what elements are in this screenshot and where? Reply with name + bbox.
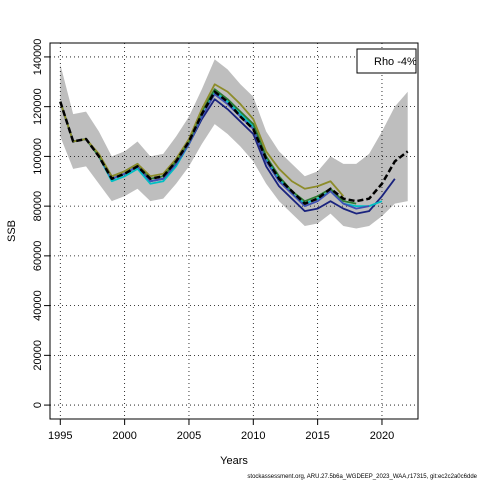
x-tick-label: 2015 bbox=[305, 430, 329, 442]
legend-label: Rho -4% bbox=[374, 56, 417, 68]
confidence-band-layer bbox=[60, 59, 408, 229]
footer-source-text: stockassessment.org, ARU.27.5b6a_WGDEEP_… bbox=[247, 474, 477, 480]
series-layer bbox=[59, 83, 409, 215]
y-tick-label: 60000 bbox=[32, 241, 44, 272]
y-tick-label: 20000 bbox=[32, 340, 44, 371]
x-axis-title: Years bbox=[220, 455, 248, 467]
x-tick-label: 2020 bbox=[370, 430, 394, 442]
legend: Rho -4% bbox=[356, 48, 417, 74]
confidence-band bbox=[60, 59, 408, 229]
legend-box bbox=[356, 48, 417, 74]
x-tick-label: 2010 bbox=[241, 430, 265, 442]
series-line-0 bbox=[59, 90, 409, 205]
axes-layer: 1995 2000 2005 2010 2015 2020 0 20000 40000 60000… bbox=[32, 39, 394, 442]
y-axis-title: SSB bbox=[6, 220, 18, 242]
x-tick-label: 1995 bbox=[48, 430, 72, 442]
y-tick-label: 140000 bbox=[32, 39, 44, 76]
y-tick-label: 100000 bbox=[32, 138, 44, 175]
y-tick-label: 0 bbox=[32, 402, 44, 408]
x-tick-label: 2005 bbox=[177, 430, 201, 442]
x-tick-label: 2000 bbox=[112, 430, 136, 442]
y-tick-label: 80000 bbox=[32, 191, 44, 222]
grid-layer bbox=[50, 43, 418, 419]
y-tick-label: 120000 bbox=[32, 88, 44, 125]
y-tick-label: 40000 bbox=[32, 290, 44, 321]
plot-frame bbox=[49, 42, 419, 420]
